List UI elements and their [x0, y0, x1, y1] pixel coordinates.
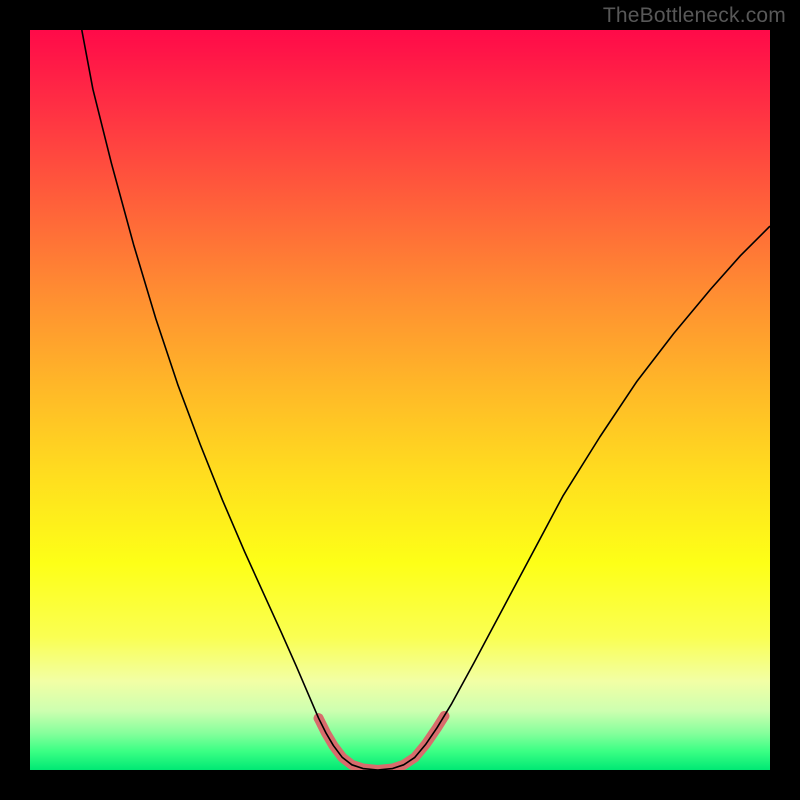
chart-plot-area: [30, 30, 770, 770]
chart-svg: [30, 30, 770, 770]
chart-background: [30, 30, 770, 770]
